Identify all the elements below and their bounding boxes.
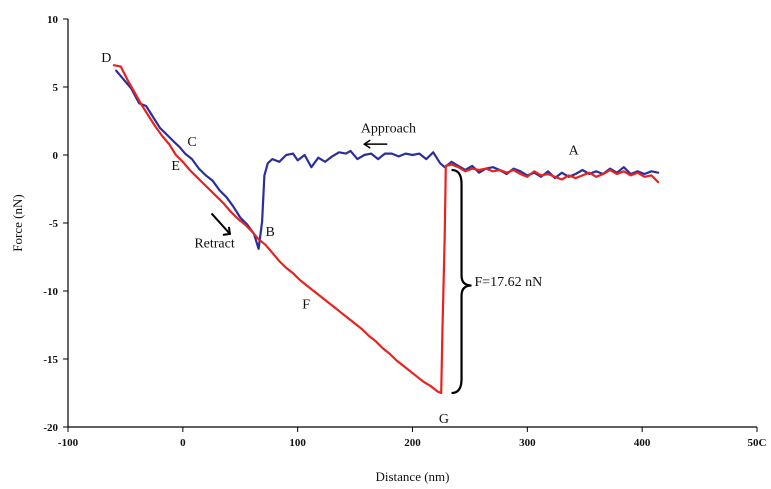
axes: 10 5 0 -5 -10 -15 -20 -100 0 100 200 300 400 50C — [43, 14, 766, 449]
y-tick-label: 10 — [47, 14, 59, 26]
y-axis-title: Force (nN) — [10, 194, 25, 251]
series-line-1 — [115, 69, 660, 250]
annotation-label: D — [101, 51, 111, 66]
x-tick-label: 100 — [289, 437, 306, 449]
retract-arrow-icon — [210, 212, 232, 236]
y-tick-label: -5 — [49, 218, 59, 230]
y-tick-label: -20 — [43, 422, 58, 434]
annotation-label: E — [171, 159, 180, 174]
x-tick-label: 200 — [404, 437, 421, 449]
annotation-label: F — [302, 298, 310, 313]
y-ticks: 10 5 0 -5 -10 -15 -20 — [43, 14, 68, 434]
annotation-label: C — [187, 135, 196, 150]
y-tick-label: 5 — [53, 82, 59, 94]
y-tick-label: 0 — [53, 150, 59, 162]
x-tick-label: 400 — [634, 437, 651, 449]
x-tick-label: -100 — [58, 437, 79, 449]
annotation-labels: A Approach B C D E Retract F G F=17.62 nN — [101, 51, 579, 427]
series-line-2 — [112, 64, 660, 395]
annotation-label: Approach — [361, 122, 416, 137]
force-brace — [451, 168, 472, 395]
annotation-label: A — [569, 143, 580, 158]
annotation-label: B — [266, 225, 275, 240]
annotation-label: Retract — [194, 236, 235, 251]
annotation-label: G — [439, 412, 449, 427]
x-tick-label: 50C — [748, 437, 767, 449]
x-ticks: -100 0 100 200 300 400 50C — [58, 427, 767, 449]
annotation-shapes — [210, 139, 472, 395]
x-axis-title: Distance (nm) — [375, 469, 449, 484]
x-tick-label: 0 — [180, 437, 186, 449]
series-layer — [112, 64, 660, 395]
approach-arrow-icon — [362, 139, 388, 149]
annotation-label: F=17.62 nN — [475, 275, 543, 290]
y-tick-label: -15 — [43, 354, 58, 366]
y-tick-label: -10 — [43, 286, 58, 298]
x-tick-label: 300 — [519, 437, 536, 449]
